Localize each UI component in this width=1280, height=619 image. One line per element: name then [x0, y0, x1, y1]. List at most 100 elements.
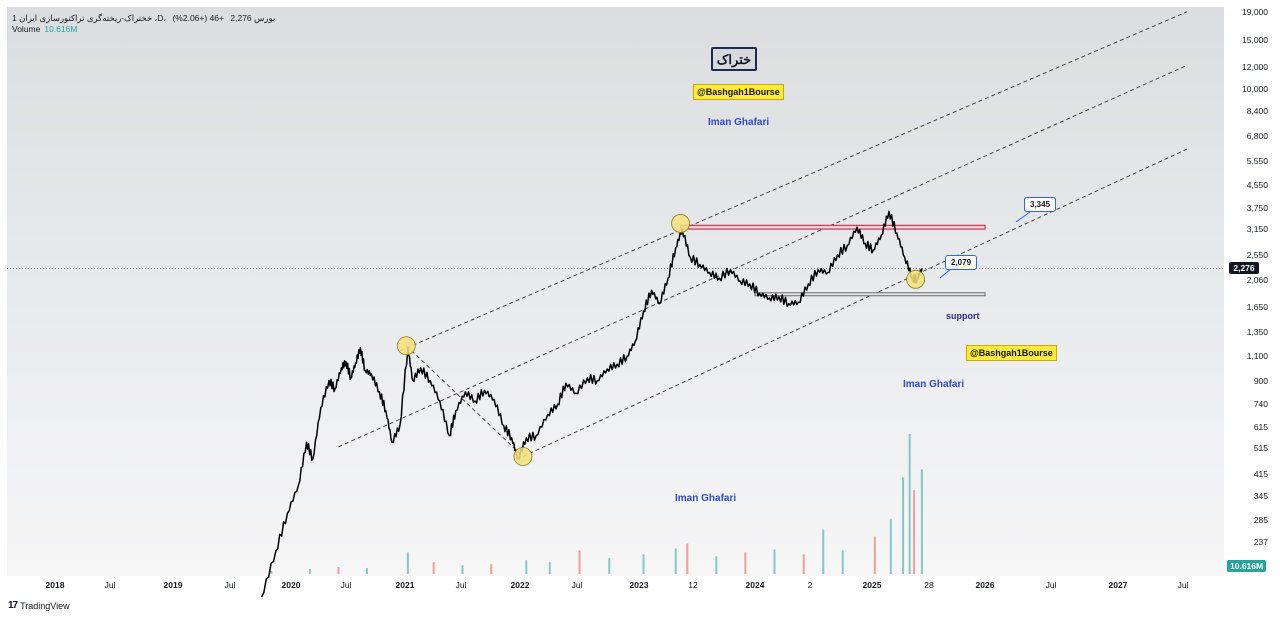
- y-tick-label: 237: [1253, 536, 1268, 547]
- volume-bar: [913, 490, 916, 574]
- x-tick-label: 2024: [745, 580, 765, 590]
- y-tick-label: 4,550: [1246, 179, 1268, 190]
- x-tick-label: 2020: [281, 580, 301, 590]
- price-series-line: [260, 210, 923, 598]
- channel-line-2: [338, 64, 1188, 448]
- tradingview-text: TradingView: [20, 600, 70, 611]
- y-tick-label: 285: [1253, 514, 1268, 525]
- tradingview-logo[interactable]: 17 TradingView: [8, 600, 70, 611]
- volume-bar: [432, 562, 435, 574]
- x-tick-label: Jul: [1045, 580, 1057, 590]
- chart-area[interactable]: [7, 7, 1224, 576]
- author-label-mid: Iman Ghafari: [903, 379, 965, 390]
- volume-bar: [873, 536, 876, 574]
- price-change-text: +46 (+2.06%): [172, 13, 224, 23]
- y-tick-label: 3,750: [1246, 203, 1268, 213]
- volume-bar: [461, 565, 464, 574]
- volume-bar: [744, 552, 747, 574]
- price-axis[interactable]: 19,000 15,000 12,000 10,000 8,400 6,800 5,550 4…: [1226, 0, 1280, 576]
- x-tick-label: 2019: [163, 580, 183, 590]
- y-tick-label: 12,000: [1242, 62, 1268, 73]
- y-tick-label: 740: [1253, 399, 1268, 410]
- x-tick-label: Jul: [224, 580, 236, 590]
- support-zone: [754, 292, 986, 297]
- volume-bar: [548, 562, 551, 574]
- y-tick-label: 8,400: [1246, 105, 1268, 116]
- volume-bar: [841, 550, 844, 574]
- time-axis[interactable]: 2018 Jul 2019 Jul 2020 Jul 2021 Jul 2022 Jul 2023 1…: [7, 577, 1224, 593]
- y-tick-label: 2,550: [1246, 249, 1268, 260]
- volume-bar: [525, 560, 528, 574]
- volume-bar: [490, 564, 493, 574]
- x-tick-label: 2: [807, 580, 813, 590]
- volume-bar: [822, 529, 825, 574]
- x-tick-label: Jul: [104, 580, 116, 590]
- x-tick-label: 2026: [975, 580, 995, 590]
- volume-bar: [366, 568, 368, 574]
- author-label-bottom: Iman Ghafari: [675, 493, 737, 504]
- volume-bar: [902, 477, 905, 574]
- volume-bar: [642, 554, 645, 574]
- x-tick-label: 2025: [862, 580, 882, 590]
- volume-tag: 10.616M: [1227, 560, 1267, 572]
- pivot-marker-4: [906, 269, 926, 289]
- x-tick-label: Jul: [1177, 580, 1189, 590]
- volume-bar: [608, 558, 611, 574]
- y-tick-label: 2,060: [1246, 275, 1268, 286]
- pivot-connector: [405, 345, 524, 457]
- x-tick-label: 2027: [1108, 580, 1128, 590]
- volume-bar: [686, 543, 689, 574]
- y-tick-label: 10,000: [1242, 84, 1268, 95]
- volume-bar: [802, 554, 805, 574]
- y-tick-label: 345: [1253, 491, 1268, 502]
- volume-bar: [270, 571, 273, 574]
- x-tick-label: 2021: [395, 580, 415, 590]
- channel-tag-top: @Bashgah1Bourse: [693, 84, 784, 100]
- x-tick-label: 28: [924, 580, 934, 590]
- callout-upper: 3,345: [1024, 197, 1057, 212]
- resistance-zone: [680, 224, 986, 230]
- x-tick-label: 2018: [45, 580, 65, 590]
- volume-bar: [309, 569, 311, 574]
- x-tick-label: Jul: [340, 580, 352, 590]
- volume-bar: [406, 552, 409, 574]
- volume-bar: [578, 550, 581, 574]
- channel-line-1: [399, 11, 1188, 352]
- y-tick-label: 19,000: [1242, 6, 1268, 17]
- volume-bar: [908, 434, 911, 574]
- x-tick-label: 2023: [629, 580, 649, 590]
- volume-bar: [889, 518, 892, 574]
- volume-bar: [715, 556, 718, 574]
- last-price-text: 2,276: [230, 13, 252, 23]
- author-label-top: Iman Ghafari: [708, 117, 770, 128]
- x-tick-label: 2022: [510, 580, 530, 590]
- pivot-marker-1: [396, 336, 416, 356]
- y-tick-label: 415: [1253, 469, 1268, 480]
- symbol-title-badge: ختراک: [711, 47, 757, 71]
- y-tick-label: 15,000: [1242, 35, 1268, 46]
- x-tick-label: Jul: [455, 580, 467, 590]
- x-tick-label: 12: [688, 580, 698, 590]
- volume-label: Volume: [12, 24, 41, 34]
- callout-lower: 2,079: [945, 255, 978, 270]
- y-tick-label: 615: [1253, 421, 1268, 432]
- pivot-marker-2: [513, 447, 533, 466]
- x-tick-label: Jul: [571, 580, 583, 590]
- y-tick-label: 6,800: [1246, 131, 1268, 142]
- tradingview-mark-icon: 17: [8, 600, 18, 611]
- volume-bar: [773, 549, 776, 574]
- symbol-legend: 1 خختراک-ریخته‌گری تراکتورسازی ایران ،D،…: [12, 11, 275, 25]
- pivot-marker-3: [671, 214, 690, 233]
- y-tick-label: 1,350: [1246, 326, 1268, 337]
- channel-line-3: [522, 148, 1188, 457]
- volume-bar: [674, 548, 677, 574]
- last-price-tag: 2,276: [1229, 262, 1259, 275]
- y-tick-label: 1,650: [1246, 302, 1268, 313]
- y-tick-label: 515: [1253, 443, 1268, 453]
- symbol-name: 1 خختراک-ریخته‌گری تراکتورسازی ایران ،D،…: [12, 13, 276, 23]
- volume-value: 10.616M: [44, 24, 78, 34]
- y-tick-label: 3,150: [1246, 224, 1268, 235]
- y-tick-label: 5,550: [1246, 155, 1268, 166]
- y-tick-label: 1,100: [1246, 351, 1268, 362]
